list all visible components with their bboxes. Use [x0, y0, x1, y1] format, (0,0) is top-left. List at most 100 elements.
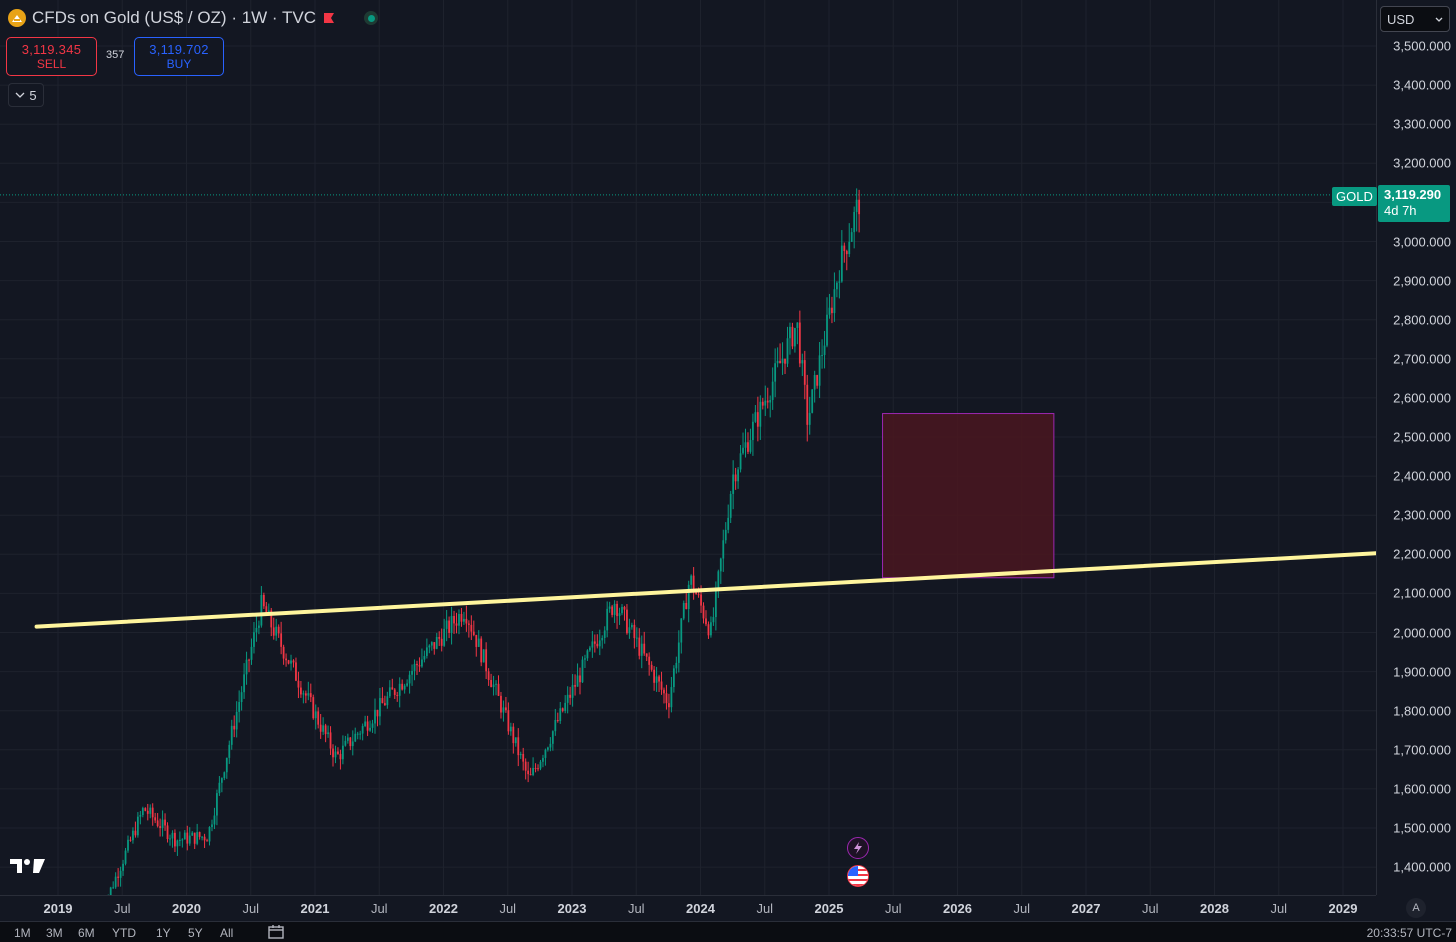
candle-body [811, 389, 814, 413]
candle-body [304, 693, 307, 696]
candle-body [381, 698, 384, 704]
time-axis-label: 2028 [1200, 901, 1229, 916]
candle-body [556, 720, 559, 722]
candle-body [705, 618, 707, 625]
price-scale-label: 3,400.000 [1393, 77, 1451, 93]
chart-pane[interactable] [0, 0, 1376, 895]
candle-body [794, 328, 796, 347]
buy-label: BUY [166, 57, 192, 71]
candle-body [166, 825, 169, 840]
candle-body [201, 836, 204, 838]
candle-body [672, 668, 675, 688]
candle-body [191, 832, 194, 836]
price-scale-label: 2,200.000 [1393, 546, 1451, 562]
candle-body [344, 740, 347, 746]
candle-body [418, 665, 421, 667]
candle-body [761, 401, 764, 406]
candle-body [302, 693, 305, 695]
candle-body [850, 232, 853, 242]
us-flag-event-icon[interactable] [847, 865, 869, 887]
candle-body [747, 442, 749, 452]
time-axis[interactable]: 2019 Jul 2020 Jul 2021 Jul 2022 Jul 2023 Jul 2024 J… [0, 895, 1376, 922]
candle-body [406, 683, 409, 686]
range-6m-button[interactable]: 6M [78, 926, 95, 940]
utc-clock[interactable]: 20:33:57 UTC-7 [1366, 926, 1452, 940]
candle-body [218, 782, 221, 794]
currency-select[interactable]: USD [1380, 6, 1450, 32]
time-axis-label: 2027 [1071, 901, 1101, 916]
symbol-title[interactable]: CFDs on Gold (US$ / OZ) · 1W · TVC [32, 8, 317, 27]
range-3m-button[interactable]: 3M [46, 926, 63, 940]
price-scale-label: 3,500.000 [1393, 38, 1451, 54]
candle-body [183, 832, 186, 840]
candle-body [648, 656, 651, 665]
candlestick-chart[interactable] [0, 0, 1376, 895]
candle-body [139, 814, 142, 817]
calendar-icon[interactable] [268, 924, 284, 942]
time-axis-label: Jul [627, 901, 645, 916]
candle-body [250, 646, 253, 660]
symbol-tag: GOLD [1332, 187, 1377, 206]
candle-body [112, 887, 115, 889]
candle-body [341, 745, 344, 760]
candle-body [346, 737, 349, 741]
sell-button[interactable]: 3,119.345 SELL [6, 37, 97, 76]
candle-body [176, 840, 179, 847]
candle-body [495, 683, 497, 685]
candle-body [697, 594, 700, 596]
auto-scale-button[interactable]: A [1406, 898, 1426, 918]
candle-body [238, 702, 241, 712]
candle-body [443, 628, 446, 646]
candle-body [119, 870, 122, 878]
candle-body [307, 693, 310, 696]
price-scale[interactable]: 3,500.000 3,400.000 3,300.000 3,200.000 3,00… [1376, 0, 1456, 895]
lightning-event-icon[interactable] [847, 837, 869, 859]
market-open-dot-icon[interactable] [364, 11, 379, 25]
candle-body [586, 650, 589, 659]
candle-body [171, 832, 174, 839]
target-zone-rectangle [882, 413, 1055, 579]
price-scale-label: 2,300.000 [1393, 507, 1451, 523]
candle-body [702, 605, 705, 619]
candle-body [132, 830, 134, 841]
candle-body [369, 727, 371, 731]
tradingview-logo[interactable] [10, 857, 46, 880]
candle-body [596, 643, 599, 647]
candle-body [742, 447, 744, 454]
time-axis-label: Jul [1270, 901, 1288, 916]
price-scale-label: 2,900.000 [1393, 273, 1451, 289]
candle-body [228, 744, 231, 758]
candle-body [332, 748, 334, 758]
candle-body [858, 199, 861, 215]
range-all-button[interactable]: All [220, 926, 234, 940]
symbol-legend[interactable]: CFDs on Gold (US$ / OZ) · 1W · TVC [8, 8, 379, 28]
range-1m-button[interactable]: 1M [14, 926, 31, 940]
bottom-toolbar: 1M 3M 6M YTD 1Y 5Y All 20:33:57 UTC-7 [0, 921, 1456, 942]
candle-body [312, 697, 315, 719]
range-1y-button[interactable]: 1Y [156, 926, 171, 940]
candle-body [497, 683, 500, 696]
candle-body [749, 440, 752, 452]
candle-body [465, 618, 468, 624]
candle-body [774, 363, 777, 382]
candle-body [638, 637, 641, 656]
red-flag-icon[interactable] [322, 11, 336, 25]
range-ytd-button[interactable]: YTD [112, 926, 136, 940]
candle-body [169, 838, 171, 840]
sell-price: 3,119.345 [21, 42, 82, 57]
time-axis-label: 2021 [300, 901, 330, 916]
buy-button[interactable]: 3,119.702 BUY [134, 37, 224, 76]
price-scale-label: 1,500.000 [1393, 820, 1451, 836]
indicators-toggle-button[interactable]: 5 [8, 83, 44, 107]
candle-body [571, 685, 574, 698]
candle-body [588, 647, 591, 651]
candle-body [366, 721, 369, 731]
candle-body [300, 687, 302, 695]
candle-body [388, 687, 391, 697]
candle-body [655, 676, 658, 683]
range-5y-button[interactable]: 5Y [188, 926, 203, 940]
candle-body [759, 401, 762, 427]
candle-body [643, 643, 646, 654]
candle-body [435, 637, 438, 649]
price-scale-label: 2,400.000 [1393, 468, 1451, 484]
